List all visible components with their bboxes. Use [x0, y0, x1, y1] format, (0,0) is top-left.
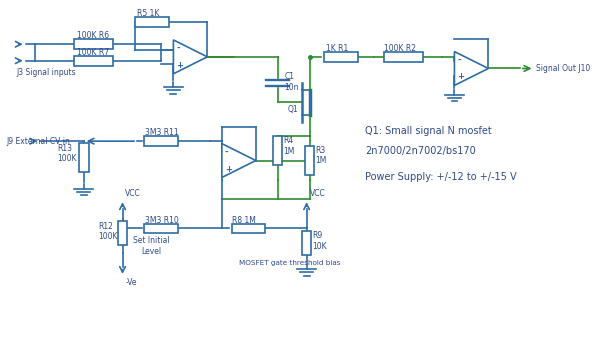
Text: C1
10n: C1 10n	[284, 72, 299, 92]
Text: R9
10K: R9 10K	[313, 231, 327, 251]
Text: R8 1M: R8 1M	[232, 215, 256, 225]
Polygon shape	[454, 51, 488, 86]
Text: R13
100K: R13 100K	[58, 144, 77, 163]
Text: Power Supply: +/-12 to +/-15 V: Power Supply: +/-12 to +/-15 V	[365, 172, 517, 182]
Text: Set Initial
Level: Set Initial Level	[133, 236, 170, 256]
Text: +: +	[176, 61, 184, 70]
Bar	[305, 146, 314, 175]
Text: Q1: Small signal N mosfet: Q1: Small signal N mosfet	[365, 126, 491, 136]
Text: 3M3 R10: 3M3 R10	[145, 215, 179, 225]
Bar	[384, 52, 423, 62]
Bar	[74, 56, 113, 66]
Text: R4
1M: R4 1M	[283, 136, 295, 156]
Text: -: -	[225, 148, 229, 157]
Text: J9 External CV in: J9 External CV in	[6, 137, 70, 146]
Text: +: +	[457, 72, 464, 81]
Text: R12
100K: R12 100K	[98, 222, 118, 241]
Text: 100K R7: 100K R7	[77, 48, 109, 57]
Text: MOSFET gate threshold bias: MOSFET gate threshold bias	[239, 260, 340, 266]
Polygon shape	[222, 143, 256, 178]
Text: Signal Out J10: Signal Out J10	[536, 64, 590, 73]
Text: -: -	[457, 55, 461, 65]
Bar	[118, 221, 127, 245]
Text: J3 Signal inputs: J3 Signal inputs	[16, 69, 76, 77]
Text: 100K R6: 100K R6	[77, 32, 109, 40]
Polygon shape	[173, 40, 208, 74]
Bar	[273, 136, 283, 165]
Bar	[134, 17, 169, 27]
Text: Q1: Q1	[287, 105, 298, 114]
Bar	[323, 52, 358, 62]
Bar	[145, 224, 178, 233]
Text: 3M3 R11: 3M3 R11	[145, 129, 178, 137]
Text: -Ve: -Ve	[125, 278, 137, 287]
Text: VCC: VCC	[125, 189, 141, 198]
Text: 1K R1: 1K R1	[326, 44, 348, 53]
Bar	[79, 143, 89, 172]
Bar	[74, 39, 113, 49]
Bar	[232, 224, 265, 233]
Text: VCC: VCC	[310, 189, 325, 198]
Text: R5 1K: R5 1K	[137, 9, 160, 18]
Text: +: +	[225, 164, 232, 174]
Text: 2n7000/2n7002/bs170: 2n7000/2n7002/bs170	[365, 146, 476, 156]
Text: -: -	[176, 44, 180, 53]
Text: 100K R2: 100K R2	[384, 44, 416, 53]
Bar	[302, 231, 311, 255]
Bar	[145, 136, 178, 146]
Text: R3
1M: R3 1M	[316, 146, 327, 165]
